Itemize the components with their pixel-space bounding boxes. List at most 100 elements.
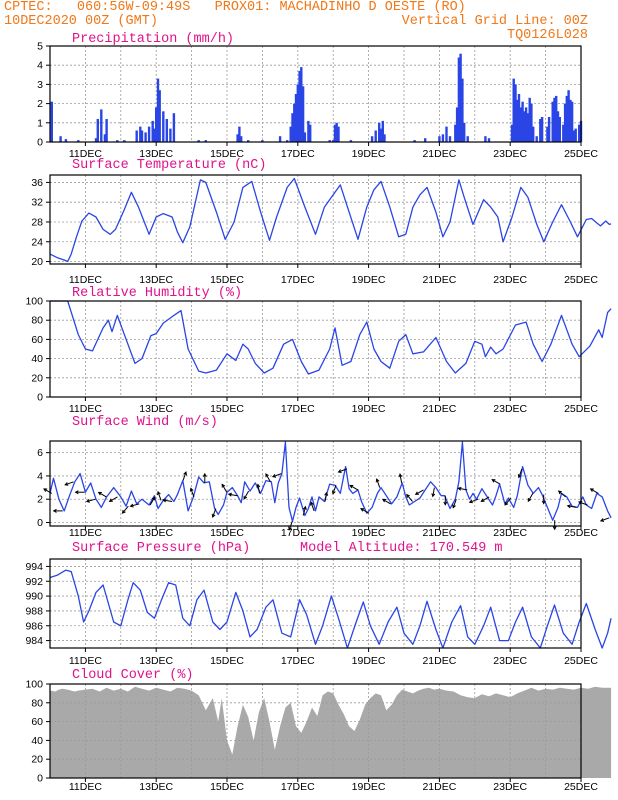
wind-arrow-shaft	[302, 506, 306, 516]
x-tick-label: 15DEC	[210, 403, 244, 415]
precip-bar	[510, 124, 514, 142]
precip-bar	[454, 124, 457, 142]
header-line-3-right: TQ0126L028	[506, 28, 588, 43]
wind-arrow	[349, 484, 359, 491]
wind-arrow-shaft	[98, 491, 107, 498]
x-tick-label: 19DEC	[352, 403, 386, 415]
wind-arrow-shaft	[157, 491, 162, 501]
wind-arrow-head	[85, 498, 91, 503]
wind-arrow	[157, 490, 162, 501]
y-tick-label: 20	[31, 372, 43, 384]
wind-arrow-head	[406, 493, 410, 498]
wind-arrow	[221, 483, 228, 493]
precip-bar	[378, 122, 381, 142]
panel-subtitle: Model Altitude: 170.549 m	[300, 541, 503, 556]
precip-bar	[240, 136, 243, 142]
panel-frame	[49, 174, 582, 265]
wind-arrow-shaft	[338, 468, 348, 473]
precip-bar	[572, 130, 576, 142]
panel-title: Precipitation (mm/h)	[72, 32, 234, 47]
x-tick-label: 25DEC	[564, 655, 598, 667]
precip-bar	[153, 128, 156, 142]
precip-bar	[374, 130, 377, 142]
precip-bar	[455, 107, 459, 142]
wind-arrow-head	[382, 498, 387, 503]
precip-bar	[278, 136, 282, 142]
panel-5: 0 20 40 60 80 100 11DEC 13DEC 15DEC 17DEC 19DEC 21D…	[25, 668, 612, 793]
precip-bar	[383, 134, 386, 142]
wind-arrow-head	[578, 501, 583, 505]
x-tick-label: 23DEC	[493, 781, 527, 793]
wind-arrow-shaft	[86, 498, 96, 502]
precip-bar	[567, 90, 570, 142]
precip-bar	[578, 124, 581, 142]
wind-arrow-head	[256, 483, 261, 488]
wind-arrow-head	[227, 492, 232, 497]
wind-arrow-shaft	[272, 473, 282, 478]
panel-background	[50, 175, 581, 264]
wind-arrow	[162, 498, 173, 503]
wind-arrow-shaft	[324, 492, 328, 502]
wind-arrow-head	[265, 473, 269, 478]
x-tick-label: 23DEC	[493, 274, 527, 286]
wind-arrow-head	[221, 483, 226, 488]
wind-arrow-head	[52, 508, 57, 513]
y-tick-label: 0	[37, 517, 43, 529]
wind-arrow-shaft	[221, 484, 228, 493]
precip-bar	[94, 138, 98, 142]
x-tick-label: 19DEC	[352, 274, 386, 286]
wind-arrow	[504, 497, 512, 506]
wind-arrow	[382, 498, 391, 505]
wind-arrow	[271, 473, 282, 478]
wind-arrow-shaft	[243, 490, 250, 500]
series-line	[49, 177, 612, 263]
precip-bar	[64, 139, 68, 142]
wind-arrow	[121, 505, 129, 514]
x-tick-label: 15DEC	[210, 655, 244, 667]
wind-arrow-head	[162, 498, 167, 503]
y-tick-label: 100	[25, 296, 43, 308]
panel-title: Surface Pressure (hPa)	[72, 541, 250, 556]
x-tick-label: 23DEC	[493, 527, 527, 539]
header-line-2-left: 10DEC2020 00Z (GMT)	[4, 14, 158, 29]
series-line	[49, 569, 612, 649]
wind-arrow-head	[414, 491, 419, 495]
wind-arrow-shaft	[360, 508, 370, 514]
precip-bar	[546, 126, 549, 142]
precip-bar	[370, 136, 374, 142]
y-tick-label: 5	[37, 41, 43, 53]
precip-bar	[517, 94, 521, 142]
panel-background	[50, 46, 581, 142]
y-tick-label: 4	[37, 470, 43, 482]
precip-bar	[569, 99, 572, 142]
precip-bar	[289, 126, 292, 142]
precip-bar	[333, 124, 337, 142]
precip-bar	[236, 134, 239, 142]
precip-bar	[261, 140, 264, 142]
wind-arrow-shaft	[527, 493, 534, 502]
y-tick-label: 6	[37, 447, 43, 459]
wind-arrow-head	[491, 479, 496, 483]
x-tick-label: 19DEC	[352, 148, 386, 160]
precip-bar	[535, 136, 538, 142]
x-tick-label: 17DEC	[281, 403, 315, 415]
x-tick-label: 21DEC	[422, 781, 456, 793]
wind-arrow	[43, 488, 53, 494]
y-tick-label: 990	[25, 591, 43, 603]
wind-arrow	[324, 491, 329, 502]
y-tick-label: 992	[25, 576, 43, 588]
wind-arrow-shaft	[228, 493, 238, 497]
wind-arrow-head	[302, 505, 307, 511]
precip-bar	[307, 120, 310, 142]
wind-arrow	[182, 471, 187, 481]
x-tick-label: 23DEC	[493, 655, 527, 667]
wind-arrow-shaft	[600, 517, 610, 522]
wind-arrow	[541, 494, 546, 505]
wind-arrow-head	[566, 504, 571, 509]
x-tick-label: 25DEC	[564, 148, 598, 160]
wind-arrow-shaft	[558, 490, 566, 498]
precip-bar	[528, 97, 531, 142]
wind-arrow-head	[452, 504, 456, 509]
wind-arrow	[443, 495, 448, 506]
wind-arrow-head	[457, 486, 462, 491]
